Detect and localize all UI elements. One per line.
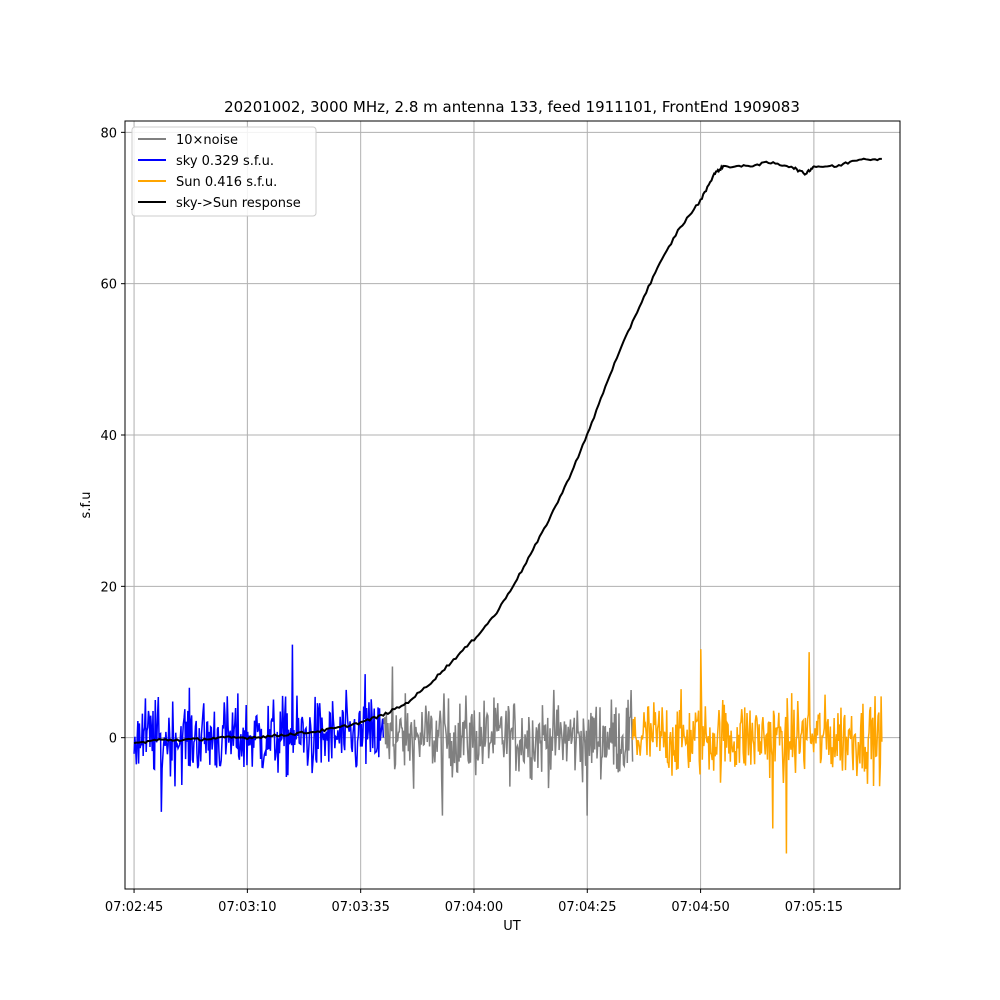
series-line-sun	[631, 649, 883, 854]
x-axis-label: UT	[503, 919, 521, 934]
series-line-response	[133, 157, 882, 745]
legend-entry: 10×noise	[176, 133, 238, 148]
plot-frame	[124, 120, 901, 890]
x-tick-label: 07:04:25	[558, 900, 616, 915]
x-tick-label: 07:05:15	[785, 900, 843, 915]
x-tick-label: 07:03:10	[218, 900, 276, 915]
y-tick-label: 0	[109, 732, 117, 747]
x-tick-label: 07:02:45	[105, 900, 163, 915]
y-tick-label: 80	[100, 126, 117, 141]
chart-title: 20201002, 3000 MHz, 2.8 m antenna 133, f…	[224, 98, 800, 116]
x-tick-label: 07:04:00	[445, 900, 503, 915]
legend-entry: sky->Sun response	[176, 196, 301, 211]
series-line-sky	[133, 644, 385, 812]
y-tick-label: 20	[100, 580, 117, 595]
y-tick-label: 60	[100, 278, 117, 293]
legend-box	[131, 126, 317, 217]
y-axis-label: s.f.u	[79, 492, 94, 519]
axes: 07:02:45 07:03:10 07:03:35 07:04:00 07:04:25…	[100, 126, 843, 915]
legend-entry: Sun 0.416 s.f.u.	[176, 175, 277, 190]
legend: 10×noise sky 0.329 s.f.u. Sun 0.416 s.f.u.…	[131, 126, 317, 217]
y-tick-label: 40	[100, 429, 117, 444]
legend-entry: sky 0.329 s.f.u.	[176, 154, 274, 169]
x-tick-label: 07:04:50	[671, 900, 729, 915]
series-line-10noise	[382, 666, 634, 816]
plot-area	[133, 157, 883, 854]
x-tick-label: 07:03:35	[331, 900, 389, 915]
